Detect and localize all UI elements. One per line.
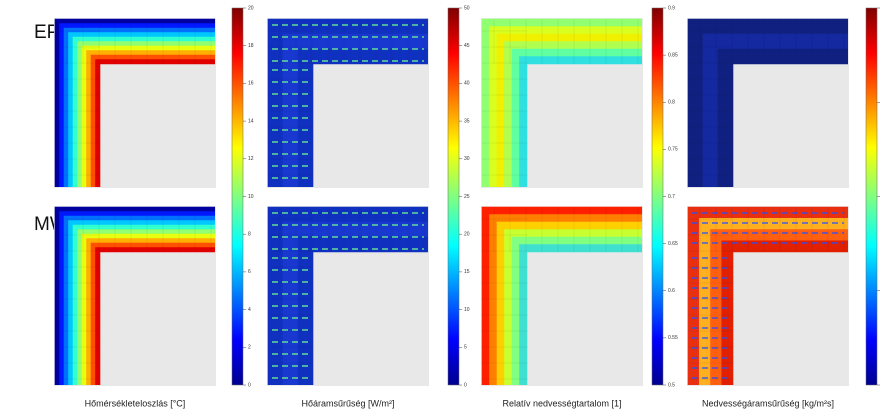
column-caption: Nedvességáramsűrűség [kg/m²s] (702, 398, 834, 408)
column-caption: Relatív nedvességtartalom [1] (502, 398, 621, 408)
colorbar-tick-label: 16 (248, 81, 254, 87)
colorbar-tick-label: 20 (248, 5, 254, 11)
colorbar-tick-label: 45 (464, 43, 470, 49)
colorbar-tick-label: 4 (248, 307, 251, 313)
colorbar-tick-label: 12 (248, 156, 254, 162)
figure: EPS MW 20181614121086420Hőmérsékletelosz… (0, 0, 881, 412)
colorbar-tick-label: 0.5 (668, 382, 675, 388)
colorbar-tick-label: 0 (248, 382, 251, 388)
colorbar (448, 8, 459, 385)
colorbar-tick-label: 14 (248, 118, 254, 124)
colorbar-tick-label: 18 (248, 43, 254, 49)
colorbar-tick-label: 0.55 (668, 335, 678, 341)
column-caption: Hőmérsékleteloszlás [°C] (85, 398, 186, 408)
colorbar-tick-label: 15 (464, 269, 470, 275)
colorbar-tick-label: 10 (248, 194, 254, 200)
colorbar-tick-label: 0.9 (668, 5, 675, 11)
colorbar-tick-label: 35 (464, 118, 470, 124)
colorbar (652, 8, 663, 385)
colorbar-tick-label: 0.6 (668, 288, 675, 294)
colorbar-tick-label: 40 (464, 81, 470, 87)
colorbar-tick-label: 0 (464, 382, 467, 388)
colorbar-tick-label: 8 (248, 232, 251, 238)
colorbar-tick-label: 10 (464, 307, 470, 313)
colorbar-tick-label: 30 (464, 156, 470, 162)
colorbar-tick-label: 0.85 (668, 52, 678, 58)
colorbar-tick-label: 0.8 (668, 100, 675, 106)
column-caption: Hőáramsűrűség [W/m²] (301, 398, 394, 408)
colorbar-tick-label: 25 (464, 194, 470, 200)
colorbar-tick-label: 6 (248, 269, 251, 275)
colorbar-tick-label: 20 (464, 232, 470, 238)
colorbar-tick-label: 0.65 (668, 241, 678, 247)
colorbar-tick-label: 5 (464, 345, 467, 351)
colorbar (866, 8, 877, 385)
colorbar-tick-label: 50 (464, 5, 470, 11)
colorbar (232, 8, 243, 385)
colorbar-tick-label: 0.7 (668, 194, 675, 200)
colorbar-tick-label: 2 (248, 345, 251, 351)
colorbar-tick-label: 0.75 (668, 147, 678, 153)
page: EPS MW 20181614121086420Hőmérsékletelosz… (0, 0, 881, 417)
